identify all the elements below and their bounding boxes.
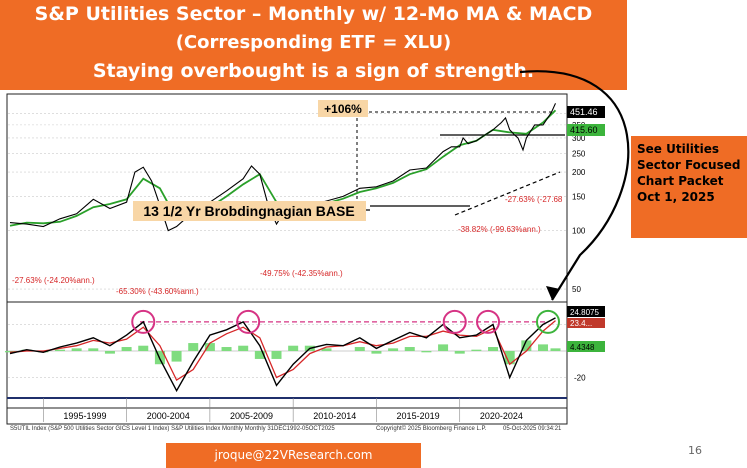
macd-histogram-bar	[388, 348, 399, 351]
macd-histogram-bar	[438, 344, 449, 351]
macd-histogram-bar	[54, 349, 65, 351]
macd-histogram-bar	[371, 351, 382, 354]
macd-histogram-bar	[238, 345, 249, 351]
macd-histogram-bar	[88, 348, 99, 351]
chart-subtitle: (Corresponding ETF = XLU)	[175, 32, 452, 53]
gain-annotation: +106%	[324, 102, 362, 116]
title-banner: S&P Utilities Sector – Monthly w/ 12-Mo …	[0, 0, 627, 90]
timestamp: 05-Oct-2025 09:34:21	[503, 426, 562, 432]
drawdown-label-5: -27.63% (-27.68	[505, 195, 563, 204]
histogram-value: 4.4348	[570, 343, 595, 352]
signal-value: 23.4...	[570, 319, 592, 328]
macd-value: 24.8075	[570, 308, 599, 317]
price-tick-label: 200	[572, 168, 586, 177]
macd-histogram-bar	[104, 351, 115, 354]
chart-frame	[6, 93, 568, 425]
macd-histogram-bar	[204, 343, 215, 351]
x-period-label: 1995-1999	[63, 411, 106, 421]
macd-histogram-bar	[271, 351, 282, 359]
price-tick-label: 250	[572, 149, 586, 158]
macd-histogram-bar	[471, 349, 482, 351]
trendline-dashed	[454, 171, 561, 216]
macd-highlight-circle	[236, 309, 261, 334]
drawdown-label-2: -65.30% (-43.60%ann.)	[116, 287, 199, 296]
x-period-label: 2005-2009	[230, 411, 273, 421]
macd-histogram-bar	[538, 344, 549, 351]
macd-tick-label: -20	[574, 373, 586, 382]
macd-histogram-bar	[521, 340, 532, 351]
x-period-label: 2010-2014	[313, 411, 356, 421]
macd-histogram-bar	[404, 347, 415, 351]
macd-histogram-bar	[504, 351, 515, 365]
macd-series	[5, 317, 561, 393]
price-tick-label: 50	[572, 285, 581, 294]
gain-box	[318, 100, 368, 117]
signal-tag	[567, 318, 605, 328]
price-grid	[8, 113, 566, 290]
macd-line	[9, 317, 556, 393]
x-period-label: 2000-2004	[147, 411, 190, 421]
ma-price-tag	[567, 124, 605, 136]
x-period-label: 2015-2019	[397, 411, 440, 421]
macd-histogram-bar	[321, 348, 332, 351]
macd-histogram-bar	[254, 351, 265, 359]
macd-highlight-circle	[131, 309, 156, 334]
last-price-value: 451.46	[570, 107, 598, 117]
macd-histogram-bar	[454, 351, 465, 354]
page-number: 16	[688, 444, 702, 457]
macd-highlight-circle	[476, 309, 501, 334]
x-axis: 1995-1999 2000-2004 2005-2009 2010-2014 2015…	[43, 398, 523, 422]
drawdown-label-1: -27.63% (-24.20%ann.)	[12, 276, 95, 285]
chart-title: S&P Utilities Sector – Monthly w/ 12-Mo …	[34, 3, 593, 25]
copyright: Copyright© 2025 Bloomberg Finance L.P.	[376, 425, 487, 432]
side-note: See Utilities Sector Focused Chart Packe…	[637, 142, 741, 204]
macd-highlight-circle	[536, 309, 561, 334]
macd-histogram-bar	[71, 348, 82, 351]
chart-commentary: Staying overbought is a sign of strength…	[92, 60, 535, 82]
macd-histogram-bar	[221, 347, 232, 351]
price-tick-label: 150	[572, 192, 586, 201]
macd-histogram-bar	[550, 348, 561, 351]
price-tick-label: 300	[572, 134, 586, 143]
curved-arrow	[519, 70, 630, 301]
bloomberg-caption: S5UTIL Index (S&P 500 Utilities Sector G…	[10, 426, 335, 432]
macd-highlights	[131, 309, 561, 334]
macd-histogram-bar	[171, 351, 182, 362]
base-box	[133, 201, 366, 221]
last-price-tag	[567, 106, 605, 118]
contact-email[interactable]: jroque@22VResearch.com	[166, 443, 421, 468]
macd-tag	[567, 306, 605, 317]
macd-histogram-bar	[188, 343, 199, 351]
macd-histogram-bar	[121, 347, 132, 351]
histogram-tag	[567, 341, 605, 352]
macd-highlight-circle	[442, 309, 467, 334]
arrowhead	[546, 286, 560, 300]
side-note-box: See Utilities Sector Focused Chart Packe…	[631, 136, 747, 238]
ma-price-value: 415.60	[570, 125, 598, 135]
price-tick-label: 100	[572, 227, 586, 236]
macd-histogram-bar	[421, 351, 432, 353]
macd-histogram-bar	[488, 347, 499, 351]
macd-histogram-bar	[138, 345, 149, 351]
macd-histogram-bar	[354, 347, 365, 351]
drawdown-label-4: -38.82% (-99.63%ann.)	[458, 225, 541, 234]
x-period-label: 2020-2024	[480, 411, 523, 421]
macd-histogram-bar	[288, 345, 299, 351]
base-annotation: 13 1/2 Yr Brobdingnagian BASE	[143, 203, 354, 219]
drawdown-label-3: -49.75% (-42.35%ann.)	[260, 269, 343, 278]
